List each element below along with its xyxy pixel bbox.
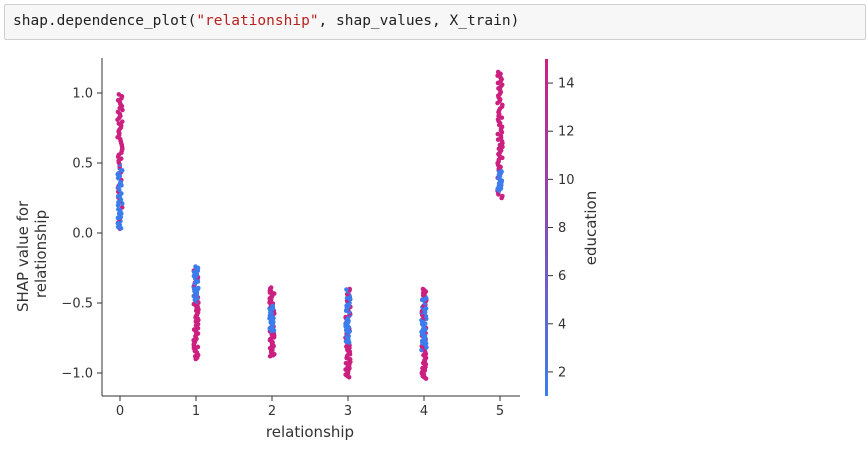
colorbar-tick-label-6: 14 xyxy=(558,77,575,92)
point-core-0-13 xyxy=(115,215,121,221)
point-core-3-17 xyxy=(344,307,349,312)
point-core-2-17 xyxy=(269,328,275,334)
point-5-69 xyxy=(495,69,501,75)
colorbar-tick-label-3: 8 xyxy=(558,221,566,236)
point-core-5-12 xyxy=(496,188,502,193)
x-tick-label-3: 3 xyxy=(344,404,352,419)
point-5-27 xyxy=(496,146,502,151)
point-core-1-12 xyxy=(195,279,201,284)
y-tick-label-0: −1.0 xyxy=(61,367,93,382)
point-core-5-9 xyxy=(499,179,504,185)
point-1-41 xyxy=(191,301,197,307)
point-4-48 xyxy=(423,313,429,319)
point-core-3-14 xyxy=(346,338,351,343)
point-core-4-17 xyxy=(419,297,425,303)
point-core-0-17 xyxy=(118,225,124,231)
y-tick-label-2: 0.0 xyxy=(72,227,93,242)
point-core-5-8 xyxy=(496,183,502,189)
point-1-9 xyxy=(195,344,201,350)
point-4-69 xyxy=(420,286,426,292)
point-core-0-11 xyxy=(116,211,122,216)
y-axis-label: SHAP value for relationship xyxy=(14,196,50,312)
point-0-55 xyxy=(119,119,125,124)
point-3-11 xyxy=(343,360,349,366)
point-core-3-16 xyxy=(345,320,351,325)
point-core-0-14 xyxy=(116,185,121,191)
scatter-points xyxy=(115,69,505,381)
point-2-69 xyxy=(268,285,274,290)
code-string-arg: "relationship" xyxy=(196,13,319,29)
point-core-1-11 xyxy=(194,295,200,301)
x-tick-label-0: 0 xyxy=(116,404,124,419)
point-core-5-17 xyxy=(496,172,502,178)
point-core-0-15 xyxy=(116,199,121,205)
code-cell[interactable]: shap.dependence_plot("relationship", sha… xyxy=(4,4,866,40)
point-5-31 xyxy=(499,139,505,144)
point-core-0-16 xyxy=(117,195,122,200)
x-tick-label-4: 4 xyxy=(420,404,428,419)
point-5-35 xyxy=(495,131,501,137)
x-tick-label-5: 5 xyxy=(496,404,504,419)
point-0-66 xyxy=(115,97,121,103)
y-tick-label-1: −0.5 xyxy=(61,297,93,312)
point-core-1-16 xyxy=(194,271,200,277)
point-3-14 xyxy=(347,357,353,362)
point-core-1-17 xyxy=(194,290,199,296)
point-5-43 xyxy=(495,117,501,122)
colorbar-tick-label-1: 4 xyxy=(558,317,566,332)
point-core-4-15 xyxy=(421,326,427,332)
point-core-0-12 xyxy=(116,174,121,180)
point-5-1 xyxy=(500,193,505,199)
point-5-51 xyxy=(500,102,505,108)
point-core-2-15 xyxy=(267,307,273,313)
point-5-62 xyxy=(499,82,505,88)
code-prefix: shap.dependence_plot( xyxy=(13,13,197,29)
x-tick-label-2: 2 xyxy=(268,404,276,419)
y-tick-label-3: 0.5 xyxy=(72,157,93,172)
colorbar-tick-label-4: 10 xyxy=(558,173,575,188)
y-axis-label-line-1: SHAP value for xyxy=(14,200,32,312)
colorbar-tick-label-5: 12 xyxy=(558,125,575,140)
point-core-2-8 xyxy=(269,311,275,317)
point-core-0-2 xyxy=(119,183,124,188)
colorbar-tick-label-2: 6 xyxy=(558,269,566,284)
x-axis-ticks: 0 1 2 3 4 5 xyxy=(116,396,504,419)
point-core-4-13 xyxy=(421,335,427,341)
point-core-3-3 xyxy=(345,316,351,322)
y-axis-label-line-2: relationship xyxy=(32,210,50,298)
point-core-4-9 xyxy=(420,319,425,325)
point-core-0-10 xyxy=(117,222,122,227)
point-core-1-15 xyxy=(194,267,199,272)
point-0-54 xyxy=(116,121,122,126)
y-axis-ticks: −1.0 −0.5 0.0 0.5 1.0 xyxy=(61,87,102,382)
code-suffix: , shap_values, X_train) xyxy=(318,13,520,29)
point-0-69 xyxy=(116,92,122,97)
x-axis-label: relationship xyxy=(266,423,354,441)
colorbar-tick-label-0: 2 xyxy=(558,365,566,380)
point-core-3-15 xyxy=(347,295,353,301)
point-core-3-2 xyxy=(344,287,349,292)
x-tick-label-1: 1 xyxy=(192,404,200,419)
point-core-4-10 xyxy=(423,306,428,311)
code-line[interactable]: shap.dependence_plot("relationship", sha… xyxy=(13,13,519,29)
point-0-60 xyxy=(115,109,121,115)
point-core-0-6 xyxy=(119,191,124,196)
point-core-4-14 xyxy=(421,340,427,345)
y-tick-label-4: 1.0 xyxy=(72,87,93,102)
colorbar-label: education xyxy=(582,191,600,265)
point-core-2-16 xyxy=(268,317,274,323)
point-core-0-7 xyxy=(116,171,121,176)
point-5-21 xyxy=(496,157,502,162)
point-core-3-13 xyxy=(345,324,351,329)
colorbar xyxy=(545,59,548,396)
colorbar-ticks: 2 4 6 8 10 12 14 xyxy=(548,77,575,380)
